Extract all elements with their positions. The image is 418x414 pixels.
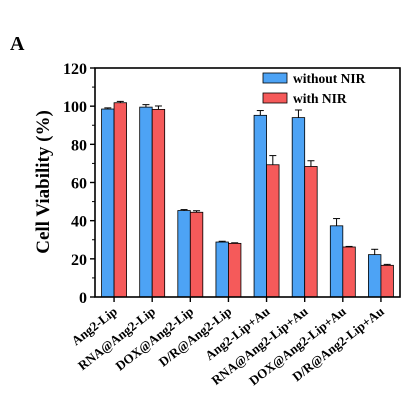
y-tick-label: 20 bbox=[71, 252, 87, 269]
bar-without-nir bbox=[215, 241, 229, 298]
legend-label: with NIR bbox=[293, 91, 347, 106]
bar-without-nir bbox=[139, 106, 153, 298]
plot-area: 020406080100120Ang2-LipRNA@Ang2-LipDOX@A… bbox=[63, 61, 401, 388]
legend-swatch bbox=[262, 92, 288, 104]
bar-with-nir bbox=[228, 242, 242, 298]
panel-label: A bbox=[10, 33, 25, 55]
bar-with-nir bbox=[151, 109, 166, 298]
bar-without-nir bbox=[101, 108, 115, 298]
bar-with-nir bbox=[304, 166, 318, 298]
y-tick-label: 40 bbox=[71, 214, 87, 231]
bar-without-nir bbox=[253, 114, 267, 298]
bar-with-nir bbox=[266, 164, 280, 298]
bar-with-nir bbox=[342, 246, 356, 298]
bar-without-nir bbox=[291, 117, 306, 298]
bar-without-nir bbox=[177, 210, 191, 298]
y-tick-label: 0 bbox=[79, 290, 87, 307]
y-tick-label: 60 bbox=[71, 176, 87, 193]
bar-without-nir bbox=[368, 254, 382, 298]
bar-with-nir bbox=[189, 211, 204, 298]
bar-with-nir bbox=[380, 264, 394, 298]
legend-swatch bbox=[262, 72, 288, 84]
legend-label: without NIR bbox=[293, 71, 366, 86]
y-tick-label: 100 bbox=[63, 99, 87, 116]
y-tick-label: 80 bbox=[71, 137, 87, 154]
bar-with-nir bbox=[113, 102, 127, 298]
bar-without-nir bbox=[329, 225, 344, 298]
y-tick-label: 120 bbox=[63, 61, 87, 78]
y-axis-label: Cell Viability (%) bbox=[33, 110, 54, 254]
